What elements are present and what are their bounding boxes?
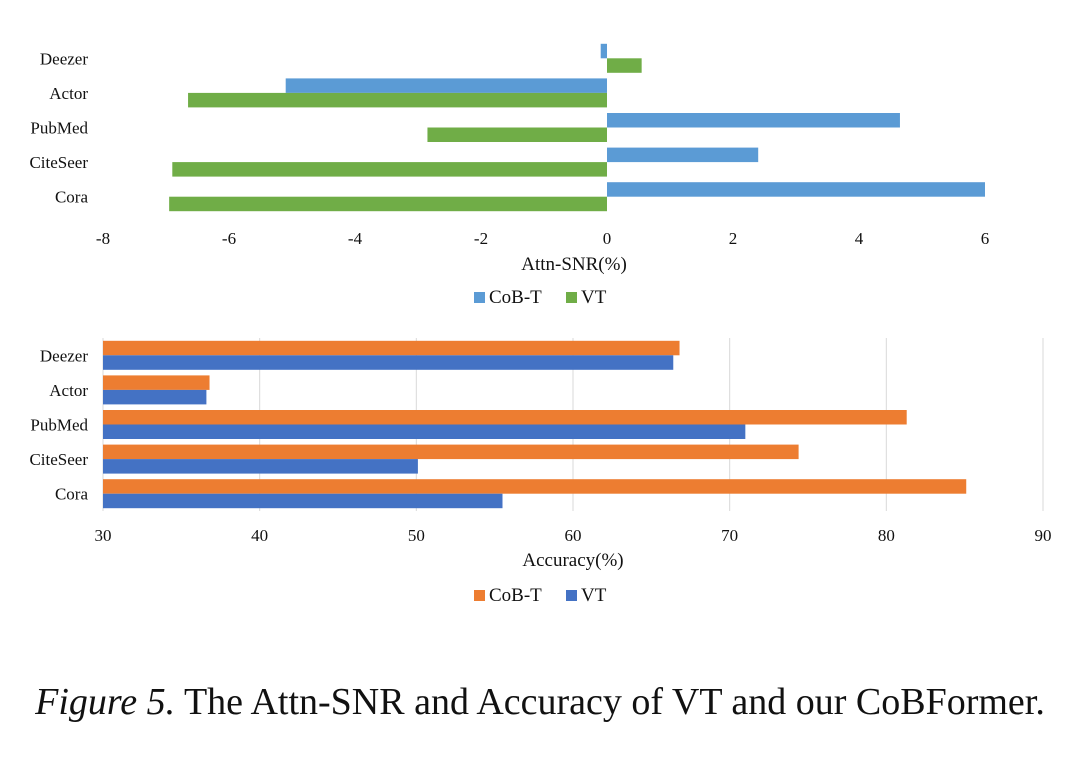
bar-cob-t-actor	[285, 78, 607, 93]
bar-cob-t-deezer	[600, 43, 607, 59]
x-tick-label: 70	[721, 526, 738, 545]
x-tick-label: -2	[474, 229, 488, 248]
x-tick-label: -6	[222, 229, 236, 248]
legend-swatch-vt	[566, 292, 577, 303]
legend-label-vt: VT	[581, 287, 607, 308]
legend-label-vt: VT	[581, 585, 607, 606]
category-label-pubmed: PubMed	[30, 119, 88, 138]
category-label-pubmed: PubMed	[30, 416, 88, 435]
x-tick-label: 60	[565, 526, 582, 545]
bar-vt-pubmed	[427, 127, 607, 142]
bar-vt-actor	[103, 389, 207, 405]
bar-vt-pubmed	[103, 424, 746, 439]
caption-lead: Figure 5.	[35, 681, 176, 723]
bar-cob-t-pubmed	[103, 410, 907, 425]
category-label-cora: Cora	[55, 188, 89, 207]
x-axis-label: Attn-SNR(%)	[521, 254, 627, 275]
legend-label-cob-t: CoB-T	[489, 287, 542, 308]
bar-cob-t-cora	[103, 479, 967, 494]
category-label-actor: Actor	[49, 84, 88, 103]
bar-vt-cora	[103, 493, 503, 509]
legend-swatch-cob-t	[474, 590, 485, 601]
category-label-actor: Actor	[49, 381, 88, 400]
x-tick-label: 80	[878, 526, 895, 545]
bar-vt-deezer	[103, 355, 674, 370]
legend-swatch-cob-t	[474, 292, 485, 303]
x-tick-label: 4	[855, 229, 864, 248]
category-label-cora: Cora	[55, 485, 89, 504]
x-tick-label: 0	[603, 229, 612, 248]
x-tick-label: 30	[95, 526, 112, 545]
figure-caption: Figure 5. The Attn-SNR and Accuracy of V…	[0, 680, 1080, 724]
x-tick-label: 90	[1035, 526, 1052, 545]
bar-vt-cora	[169, 196, 607, 212]
x-tick-label: -8	[96, 229, 110, 248]
x-tick-label: 40	[251, 526, 268, 545]
bar-cob-t-cora	[607, 182, 985, 197]
x-tick-label: 2	[729, 229, 738, 248]
category-label-deezer: Deezer	[40, 49, 88, 68]
bar-cob-t-citeseer	[103, 444, 799, 460]
legend-label-cob-t: CoB-T	[489, 585, 542, 606]
bar-vt-citeseer	[103, 459, 418, 474]
bar-cob-t-citeseer	[607, 147, 759, 163]
bar-vt-actor	[188, 92, 608, 108]
bar-vt-citeseer	[172, 162, 608, 177]
category-label-deezer: Deezer	[40, 346, 88, 365]
x-tick-label: -4	[348, 229, 363, 248]
x-tick-label: 6	[981, 229, 990, 248]
x-axis-label: Accuracy(%)	[522, 550, 623, 571]
x-tick-label: 50	[408, 526, 425, 545]
category-label-citeseer: CiteSeer	[29, 450, 88, 469]
category-label-citeseer: CiteSeer	[29, 153, 88, 172]
legend-swatch-vt	[566, 590, 577, 601]
bar-vt-deezer	[607, 58, 642, 73]
bar-cob-t-deezer	[103, 340, 680, 356]
bar-cob-t-pubmed	[607, 113, 900, 128]
bar-cob-t-actor	[103, 375, 210, 390]
caption-text: The Attn-SNR and Accuracy of VT and our …	[175, 681, 1045, 723]
figure-charts: Deezer Actor PubMed CiteSeer Cora -8 -6 -4 -2 0 2 4…	[29, 43, 1052, 606]
